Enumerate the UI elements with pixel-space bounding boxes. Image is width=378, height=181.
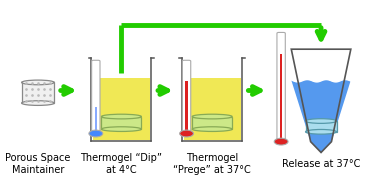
Ellipse shape	[274, 138, 288, 145]
Ellipse shape	[192, 127, 232, 131]
Ellipse shape	[22, 80, 54, 85]
Bar	[280, 54, 282, 140]
Polygon shape	[305, 121, 336, 132]
Ellipse shape	[22, 101, 54, 105]
Polygon shape	[101, 117, 141, 129]
FancyBboxPatch shape	[183, 60, 191, 134]
Bar	[185, 81, 188, 132]
Polygon shape	[22, 82, 54, 103]
Text: Thermogel
“Prege” at 37°C: Thermogel “Prege” at 37°C	[173, 153, 251, 175]
Ellipse shape	[101, 127, 141, 131]
Polygon shape	[184, 78, 241, 140]
Text: Release at 37°C: Release at 37°C	[282, 159, 360, 169]
Polygon shape	[291, 80, 351, 152]
Text: Porous Space
Maintainer: Porous Space Maintainer	[5, 153, 71, 175]
Ellipse shape	[180, 130, 194, 137]
Ellipse shape	[305, 129, 336, 134]
Bar	[94, 107, 97, 132]
Ellipse shape	[305, 119, 336, 123]
Polygon shape	[93, 78, 150, 140]
Ellipse shape	[192, 114, 232, 119]
Ellipse shape	[101, 114, 141, 119]
Polygon shape	[192, 117, 232, 129]
Text: Thermogel “Dip”
at 4°C: Thermogel “Dip” at 4°C	[81, 153, 163, 175]
FancyBboxPatch shape	[91, 60, 100, 134]
FancyBboxPatch shape	[277, 32, 285, 142]
Ellipse shape	[89, 130, 103, 137]
